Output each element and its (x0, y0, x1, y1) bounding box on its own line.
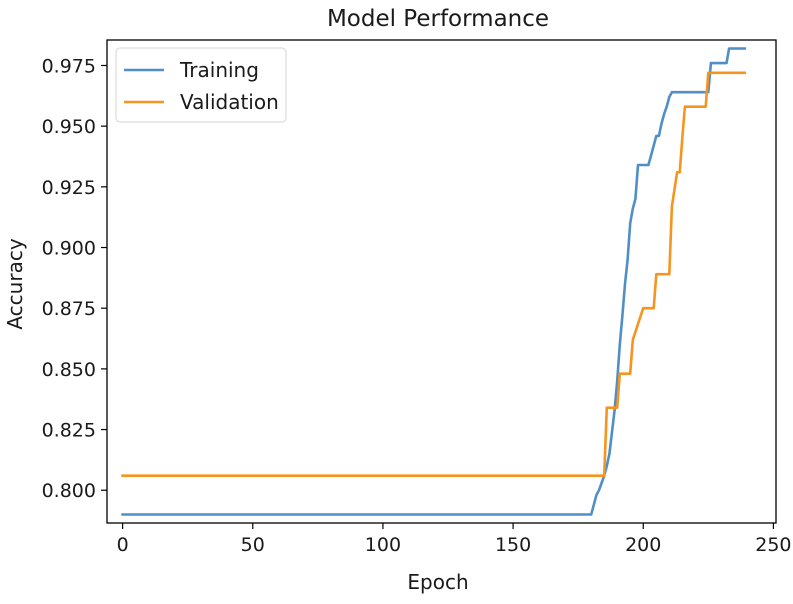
chart-title: Model Performance (327, 6, 549, 32)
legend-label-training: Training (179, 58, 259, 82)
y-tick-label: 0.950 (42, 116, 96, 138)
y-tick-label: 0.875 (42, 298, 96, 320)
y-axis-title: Accuracy (3, 238, 27, 329)
x-axis: 0 50 100 150 200 250 (117, 523, 792, 556)
x-tick-label: 100 (365, 534, 401, 556)
y-axis: 0.800 0.825 0.850 0.875 0.900 0.925 0.950 0.975 (42, 55, 107, 502)
legend: Training Validation (115, 47, 287, 123)
x-tick-label: 250 (755, 534, 791, 556)
series-line-validation (121, 71, 747, 478)
y-tick-label: 0.900 (42, 238, 96, 260)
y-tick-label: 0.975 (42, 55, 96, 77)
x-tick-label: 50 (241, 534, 265, 556)
x-tick-label: 0 (117, 534, 129, 556)
y-tick-label: 0.850 (42, 359, 96, 381)
legend-label-validation: Validation (180, 90, 279, 114)
plot-area (121, 47, 747, 516)
legend-box (115, 47, 287, 123)
y-tick-label: 0.925 (42, 177, 96, 199)
y-tick-label: 0.800 (42, 480, 96, 502)
y-tick-label: 0.825 (42, 420, 96, 442)
x-tick-label: 200 (625, 534, 661, 556)
plot-frame (106, 39, 777, 524)
x-axis-title: Epoch (407, 570, 468, 594)
x-tick-label: 150 (495, 534, 531, 556)
